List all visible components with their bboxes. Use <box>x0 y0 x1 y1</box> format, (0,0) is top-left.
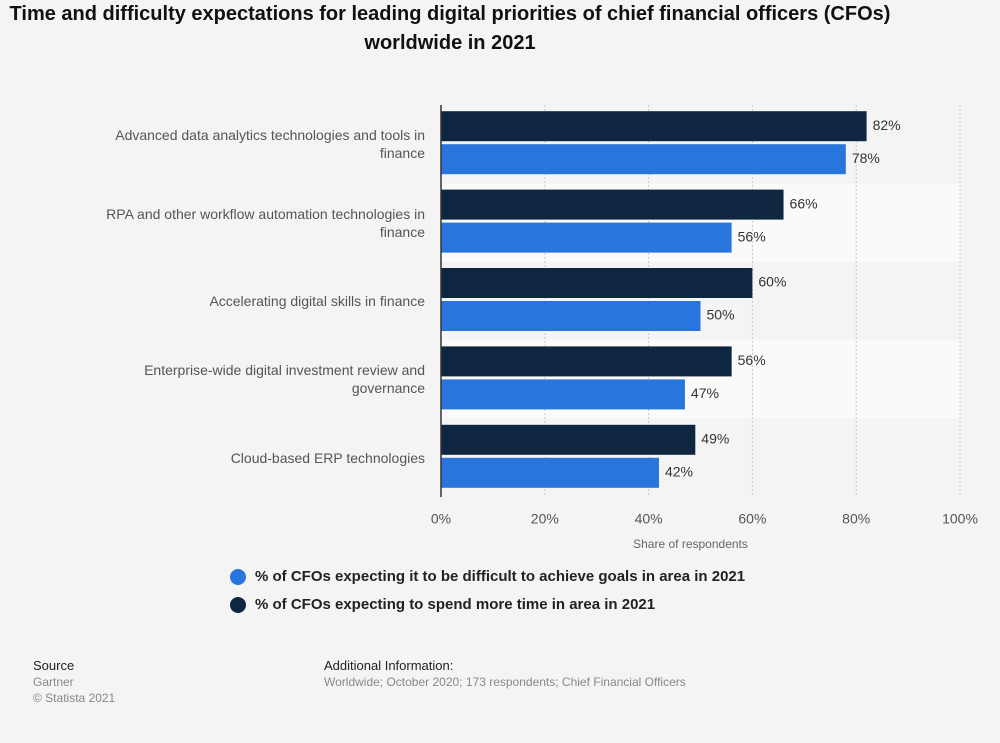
x-tick-label: 0% <box>431 511 451 527</box>
chart-title: Time and difficulty expectations for lea… <box>9 3 891 54</box>
bar <box>441 268 753 298</box>
value-label: 42% <box>665 464 693 480</box>
y-tick-label: Accelerating digital skills in finance <box>209 293 425 309</box>
bar <box>441 111 867 142</box>
bar <box>441 189 784 220</box>
value-label: 50% <box>707 307 735 323</box>
value-label: 49% <box>701 431 729 447</box>
x-tick-label: 60% <box>738 511 766 527</box>
copyright: © Statista 2021 <box>33 691 116 705</box>
y-tick-label: Cloud-based ERP technologies <box>230 449 425 466</box>
bar <box>441 346 732 377</box>
value-label: 82% <box>873 117 901 133</box>
y-tick-label: RPA and other workflow automation techno… <box>106 205 425 240</box>
legend-marker <box>230 597 246 613</box>
bar <box>441 301 701 331</box>
bar <box>441 222 732 253</box>
y-tick-label: Enterprise-wide digital investment revie… <box>144 362 425 397</box>
source: Gartner <box>33 675 74 689</box>
y-tick-label: Advanced data analytics technologies and… <box>115 127 425 162</box>
source-title: Source <box>33 658 75 673</box>
bar <box>441 457 659 488</box>
value-label: 66% <box>790 195 818 211</box>
info-title: Additional Information: <box>324 658 454 673</box>
value-label: 60% <box>758 274 786 290</box>
x-tick-label: 80% <box>842 511 870 527</box>
bar <box>441 379 685 410</box>
x-tick-label: 20% <box>531 511 559 527</box>
x-axis-label: Share of respondents <box>633 537 748 551</box>
bar <box>441 144 846 175</box>
x-tick-label: 100% <box>942 511 978 527</box>
value-label: 47% <box>691 385 719 401</box>
bar <box>441 424 696 455</box>
info: Worldwide; October 2020; 173 respondents… <box>324 675 686 689</box>
legend-label: % of CFOs expecting to spend more time i… <box>255 596 655 613</box>
value-label: 56% <box>738 228 766 244</box>
legend-marker <box>230 569 246 585</box>
legend-label: % of CFOs expecting it to be difficult t… <box>255 568 745 585</box>
value-label: 78% <box>852 150 880 166</box>
x-tick-label: 40% <box>635 511 663 527</box>
value-label: 56% <box>738 352 766 368</box>
